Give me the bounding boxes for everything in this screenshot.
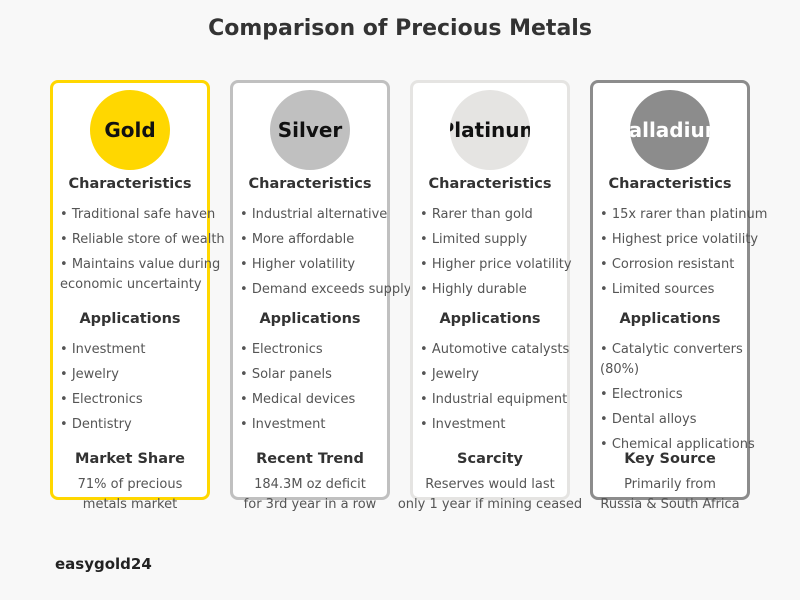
characteristic: Demand exceeds supply [240, 280, 414, 300]
footer-text: 71% of precious metals market [13, 475, 247, 515]
characteristics-list: Rarer than gold Limited supply Higher pric… [420, 205, 594, 305]
metal-name: Gold [104, 118, 156, 142]
section-heading: Characteristics [68, 176, 192, 192]
footer-heading: Key Source [624, 451, 716, 467]
application: Chemical applications [600, 435, 774, 455]
characteristic: Highest price volatility [600, 230, 774, 250]
footer-line: Primarily from [624, 477, 716, 492]
metal-circle: Gold [90, 90, 170, 170]
metal-name: Platinum [450, 118, 530, 142]
application: Electronics [240, 340, 414, 360]
characteristics-list: Industrial alternative More affordable Hig… [240, 205, 414, 305]
applications-list: Investment Jewelry Electronics Dentistry [60, 340, 234, 440]
footer-text: Primarily from Russia & South Africa [553, 475, 787, 515]
footer-heading: Scarcity [457, 451, 523, 467]
application: Investment [420, 415, 594, 435]
application: Catalytic converters (80%) [600, 340, 774, 380]
application: Solar panels [240, 365, 414, 385]
applications-list: Catalytic converters (80%) Electronics Den… [600, 340, 774, 460]
characteristic: Reliable store of wealth [60, 230, 234, 250]
section-heading: Characteristics [428, 176, 552, 192]
application: Investment [240, 415, 414, 435]
metal-circle: Platinum [450, 90, 530, 170]
application: Electronics [600, 385, 774, 405]
footer-line: 184.3M oz deficit [254, 477, 366, 492]
application: Electronics [60, 390, 234, 410]
application: Medical devices [240, 390, 414, 410]
application: Automotive catalysts [420, 340, 594, 360]
characteristic: Corrosion resistant [600, 255, 774, 275]
section-heading: Applications [439, 311, 541, 327]
application: Jewelry [60, 365, 234, 385]
characteristics-list: 15x rarer than platinum Highest price vol… [600, 205, 774, 305]
characteristic: Highly durable [420, 280, 594, 300]
metal-circle: Silver [270, 90, 350, 170]
application: Jewelry [420, 365, 594, 385]
footer-heading: Recent Trend [256, 451, 364, 467]
application: Investment [60, 340, 234, 360]
footer-line: only 1 year if mining ceased [397, 497, 583, 512]
characteristics-list: Traditional safe haven Reliable store of … [60, 205, 234, 300]
characteristic: Industrial alternative [240, 205, 414, 225]
footer-line: 71% of precious [77, 477, 183, 492]
application: Dentistry [60, 415, 234, 435]
application: Dental alloys [600, 410, 774, 430]
applications-list: Electronics Solar panels Medical devices In… [240, 340, 414, 440]
characteristic: Traditional safe haven [60, 205, 234, 225]
metal-name: Palladium [630, 118, 710, 142]
characteristic: Limited sources [600, 280, 774, 300]
footer-line: for 3rd year in a row [243, 497, 377, 512]
card: Silver Characteristics Industrial alternat… [230, 80, 411, 512]
applications-list: Automotive catalysts Jewelry Industrial eq… [420, 340, 594, 440]
footer-heading: Market Share [75, 451, 185, 467]
metal-name: Silver [277, 118, 343, 142]
characteristic: Limited supply [420, 230, 594, 250]
characteristic: Maintains value during economic uncertai… [60, 255, 234, 295]
card: GoldCharacteristicsTraditional safe have… [50, 80, 225, 512]
footer-text: 184.3M oz deficit for 3rd year in a row [193, 475, 427, 515]
section-heading: Applications [79, 311, 181, 327]
card: PalladiumCharacteristics15x rarer than p… [590, 80, 767, 512]
application: Industrial equipment [420, 390, 594, 410]
characteristic: 15x rarer than platinum [600, 205, 774, 225]
characteristic: Rarer than gold [420, 205, 594, 225]
section-heading: Applications [619, 311, 721, 327]
footer-line: Russia & South Africa [600, 497, 740, 512]
title: Comparison of Precious Metals [208, 16, 592, 41]
footer-line: metals market [82, 497, 178, 512]
characteristic: Higher volatility [240, 255, 414, 275]
card: PlatinumCharacteristicsRarer than goldLi… [398, 80, 582, 512]
section-heading: Characteristics [248, 176, 372, 192]
brand: easygold24 [55, 555, 152, 573]
section-heading: Applications [259, 311, 361, 327]
characteristic: More affordable [240, 230, 414, 250]
characteristic: Higher price volatility [420, 255, 594, 275]
section-heading: Characteristics [608, 176, 732, 192]
metal-circle: Palladium [630, 90, 710, 170]
footer-text: Reserves would last only 1 year if mining… [373, 475, 607, 515]
footer-line: Reserves would last [425, 477, 555, 492]
